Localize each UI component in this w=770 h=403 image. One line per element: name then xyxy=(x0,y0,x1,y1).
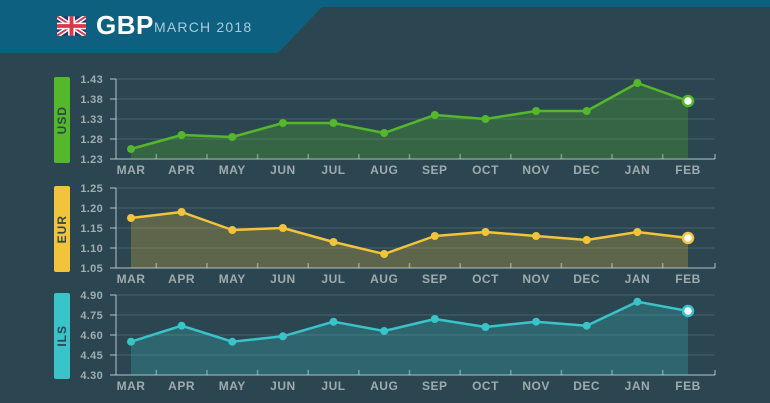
svg-text:JAN: JAN xyxy=(625,272,651,286)
y-axis-tick-label: 1.10 xyxy=(80,242,103,255)
y-axis-tick-label: 1.33 xyxy=(80,113,103,126)
svg-text:JUN: JUN xyxy=(270,272,296,286)
eur-y-axis-labels: 1.25 1.20 1.15 1.10 1.05 xyxy=(58,183,103,275)
svg-text:JAN: JAN xyxy=(625,379,651,393)
svg-text:MAR: MAR xyxy=(117,163,146,177)
y-axis-tick-label: 1.25 xyxy=(80,182,103,195)
report-period: MARCH 2018 xyxy=(154,19,253,35)
svg-text:FEB: FEB xyxy=(675,163,701,177)
svg-text:MAY: MAY xyxy=(219,272,246,286)
y-axis-tick-label: 1.43 xyxy=(80,73,103,86)
svg-text:FEB: FEB xyxy=(675,379,701,393)
y-axis-tick-label: 4.75 xyxy=(80,309,103,322)
svg-text:NOV: NOV xyxy=(522,379,550,393)
y-axis-tick-label: 1.23 xyxy=(80,153,103,166)
y-axis-tick-label: 1.05 xyxy=(80,262,103,275)
svg-text:APR: APR xyxy=(168,163,195,177)
y-axis-tick-label: 1.20 xyxy=(80,202,103,215)
svg-text:MAY: MAY xyxy=(219,163,246,177)
svg-text:JUL: JUL xyxy=(321,272,345,286)
svg-text:OCT: OCT xyxy=(472,379,499,393)
svg-text:NOV: NOV xyxy=(522,272,550,286)
ils-chart-section: ILS 4.90 4.75 4.60 4.45 4.30 MAR APR MAY JUN JUL… xyxy=(0,290,770,395)
currency-badge-ils: ILS xyxy=(54,293,70,379)
usd-y-axis-labels: 1.43 1.38 1.33 1.28 1.23 xyxy=(58,74,103,166)
y-axis-tick-label: 4.90 xyxy=(80,289,103,302)
svg-text:FEB: FEB xyxy=(675,272,701,286)
svg-text:JUN: JUN xyxy=(270,379,296,393)
svg-text:DEC: DEC xyxy=(573,272,600,286)
svg-text:MAR: MAR xyxy=(117,272,146,286)
svg-text:SEP: SEP xyxy=(422,163,448,177)
svg-text:SEP: SEP xyxy=(422,272,448,286)
y-axis-tick-label: 1.28 xyxy=(80,133,103,146)
svg-text:JUL: JUL xyxy=(321,379,345,393)
svg-text:NOV: NOV xyxy=(522,163,550,177)
usd-line-chart: MAR APR MAY JUN JUL AUG SEP OCT NOV DEC JAN FEB xyxy=(110,78,716,177)
ils-line-chart: MAR APR MAY JUN JUL AUG SEP OCT NOV DEC JAN FEB xyxy=(110,294,716,393)
svg-text:MAR: MAR xyxy=(117,379,146,393)
svg-text:DEC: DEC xyxy=(573,163,600,177)
currency-badge-usd: USD xyxy=(54,77,70,163)
svg-text:JAN: JAN xyxy=(625,163,651,177)
svg-text:MAY: MAY xyxy=(219,379,246,393)
ils-y-axis-labels: 4.90 4.75 4.60 4.45 4.30 xyxy=(58,290,103,382)
svg-text:JUL: JUL xyxy=(321,163,345,177)
svg-text:DEC: DEC xyxy=(573,379,600,393)
y-axis-tick-label: 4.60 xyxy=(80,329,103,342)
svg-text:APR: APR xyxy=(168,379,195,393)
y-axis-tick-label: 4.30 xyxy=(80,369,103,382)
svg-text:AUG: AUG xyxy=(370,272,398,286)
eur-line-chart: MAR APR MAY JUN JUL AUG SEP OCT NOV DEC JAN FEB xyxy=(110,187,716,286)
svg-text:SEP: SEP xyxy=(422,379,448,393)
y-axis-tick-label: 4.45 xyxy=(80,349,103,362)
y-axis-tick-label: 1.15 xyxy=(80,222,103,235)
usd-chart-section: USD 1.43 1.38 1.33 1.28 1.23 MAR APR MAY JUN JUL… xyxy=(0,74,770,179)
header-banner: GBP MARCH 2018 xyxy=(0,0,770,53)
svg-text:AUG: AUG xyxy=(370,379,398,393)
currency-title: GBP xyxy=(96,10,154,40)
eur-chart-section: EUR 1.25 1.20 1.15 1.10 1.05 MAR APR MAY JUN JUL… xyxy=(0,183,770,288)
uk-flag-icon xyxy=(57,16,86,36)
svg-text:OCT: OCT xyxy=(472,272,499,286)
svg-text:APR: APR xyxy=(168,272,195,286)
svg-text:AUG: AUG xyxy=(370,163,398,177)
y-axis-tick-label: 1.38 xyxy=(80,93,103,106)
currency-badge-eur: EUR xyxy=(54,186,70,272)
svg-text:OCT: OCT xyxy=(472,163,499,177)
svg-text:JUN: JUN xyxy=(270,163,296,177)
